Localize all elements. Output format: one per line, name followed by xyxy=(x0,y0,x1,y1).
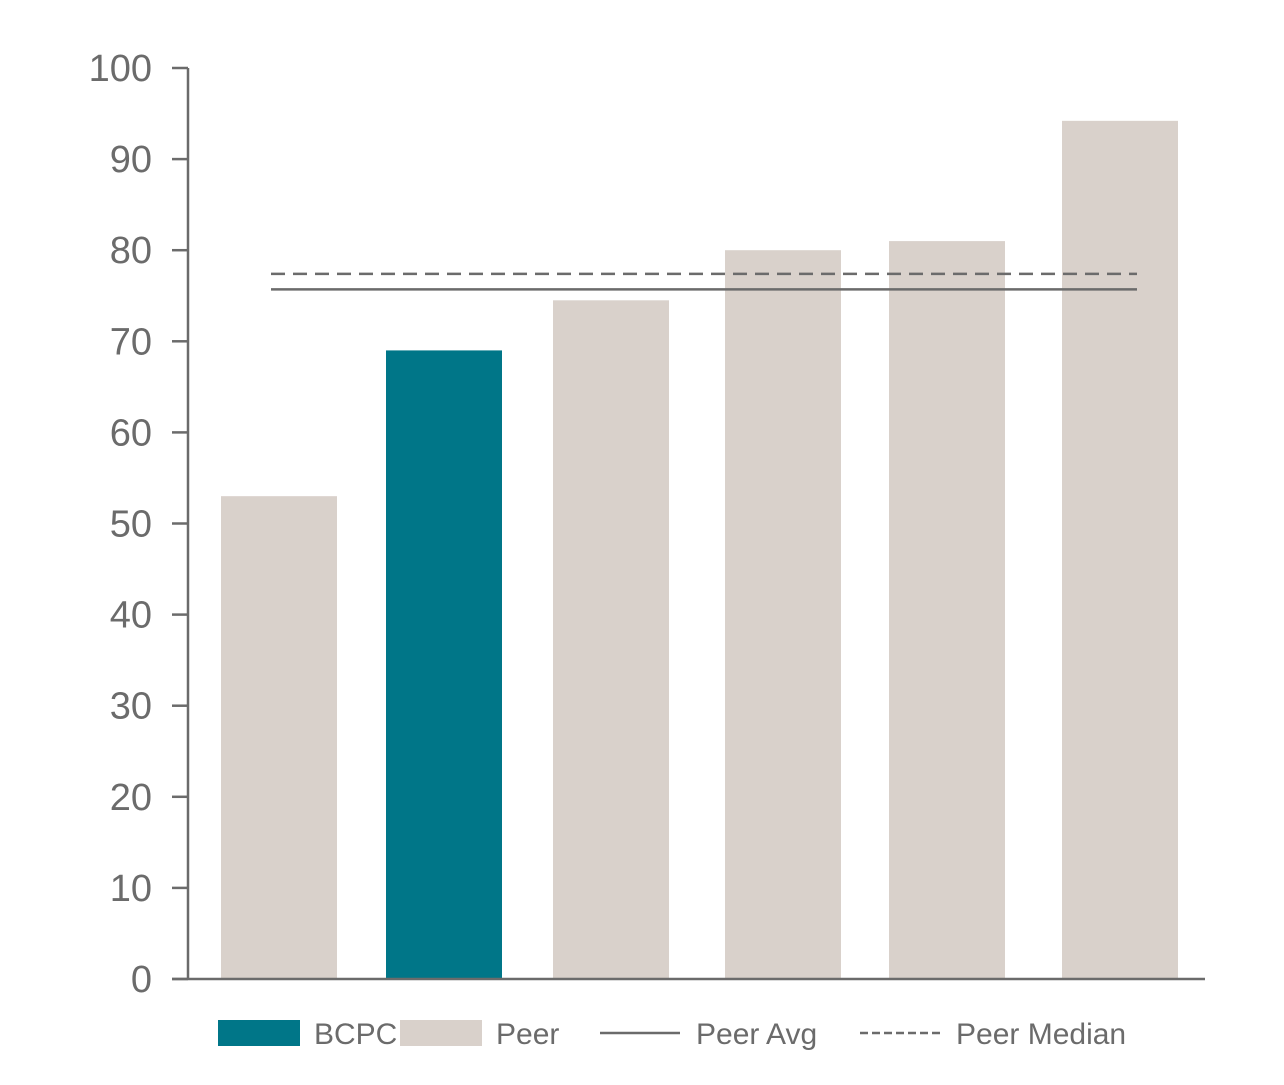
legend-label-peer-avg: Peer Avg xyxy=(696,1018,817,1051)
y-tick-label-70: 70 xyxy=(110,321,152,363)
legend-label-peer: Peer xyxy=(496,1018,559,1051)
bar-peer-5 xyxy=(889,241,1005,980)
y-tick-label-90: 90 xyxy=(110,139,152,181)
bar-peer-6 xyxy=(1062,120,1178,979)
y-tick-label-100: 100 xyxy=(89,48,152,90)
bar-peer-1 xyxy=(221,496,337,979)
legend: BCPC Peer Peer Avg Peer Median xyxy=(218,1018,1126,1051)
y-tick-label-80: 80 xyxy=(110,230,152,272)
legend-label-peer-median: Peer Median xyxy=(956,1018,1126,1051)
axes-group: 0 10 20 30 40 50 60 70 80 90 100 xyxy=(89,48,1205,1001)
legend-swatch-peer xyxy=(400,1020,482,1046)
y-tick-label-10: 10 xyxy=(110,868,152,910)
y-tick-label-0: 0 xyxy=(131,959,152,1001)
bar-bcpc-2 xyxy=(386,350,502,979)
y-tick-label-20: 20 xyxy=(110,777,152,819)
reference-lines-group xyxy=(271,272,1137,291)
y-tick-label-40: 40 xyxy=(110,595,152,637)
bar-peer-3 xyxy=(553,300,669,979)
bars-group xyxy=(221,120,1178,980)
y-tick-label-60: 60 xyxy=(110,412,152,454)
y-tick-label-30: 30 xyxy=(110,686,152,728)
legend-swatch-bcpc xyxy=(218,1020,300,1046)
y-tick-label-50: 50 xyxy=(110,504,152,546)
bar-peer-4 xyxy=(725,250,841,979)
legend-label-bcpc: BCPC xyxy=(314,1018,397,1051)
